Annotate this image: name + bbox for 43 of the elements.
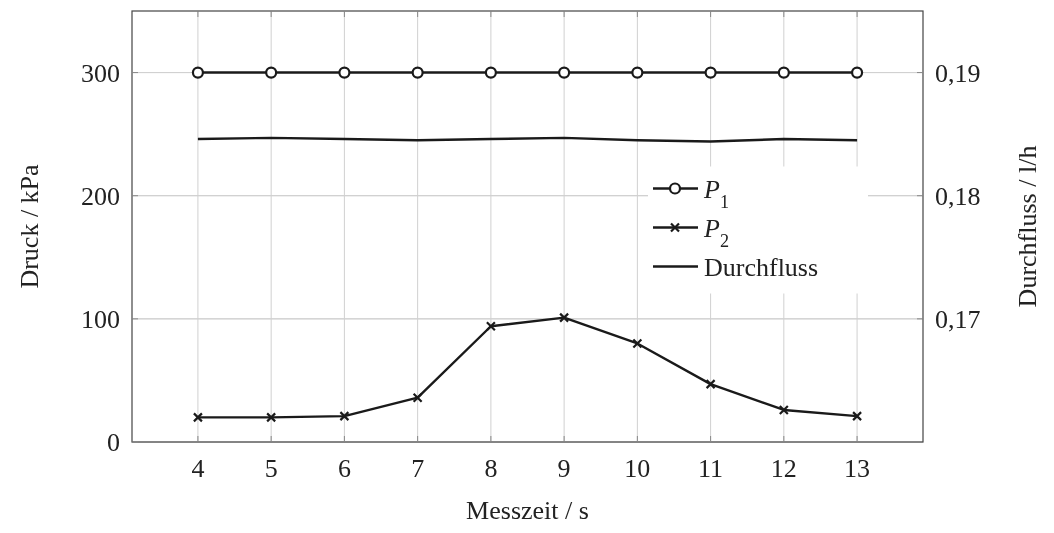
point: [411, 66, 424, 79]
point: [339, 411, 350, 422]
point: [266, 412, 277, 423]
x-tick-label: 8: [484, 454, 498, 483]
point: [191, 66, 205, 79]
y2-axis-title: Durchfluss / l/h: [1013, 145, 1042, 308]
point: [631, 66, 644, 79]
point: [851, 411, 863, 422]
point: [338, 66, 351, 79]
x-tick-label: 13: [844, 454, 871, 483]
point: [559, 312, 570, 323]
point: [777, 66, 790, 79]
point: [484, 66, 497, 79]
point: [778, 404, 789, 416]
y-tick-label: 300: [81, 58, 120, 88]
y-tick-label: 200: [81, 181, 120, 211]
x-tick-label: 11: [698, 454, 724, 483]
y2-tick-label: 0,18: [935, 181, 981, 211]
legend-label: P$_{1}$: [703, 174, 729, 212]
point: [632, 338, 643, 349]
x-tick-label: 5: [264, 454, 278, 483]
y-tick-label: 0: [107, 428, 120, 458]
x-tick-label: 6: [337, 454, 351, 483]
y2-tick-label: 0,17: [935, 304, 981, 334]
x-tick-label: 7: [411, 454, 425, 483]
legend-label: Durchfluss: [704, 252, 819, 282]
point: [485, 321, 496, 332]
point: [412, 392, 423, 403]
y-tick-label: 100: [81, 304, 120, 334]
y2-tick-label: 0,19: [935, 58, 981, 88]
x-tick-label: 9: [557, 454, 571, 483]
x-tick-label: 10: [624, 454, 651, 483]
point: [192, 412, 204, 423]
point: [558, 66, 571, 79]
point: [705, 379, 716, 390]
x-tick-label: 4: [191, 454, 205, 483]
y-axis-title: Druck / kPa: [15, 163, 44, 289]
x-tick-label: 12: [770, 454, 797, 483]
legend-label: P$_{2}$: [703, 213, 729, 251]
point: [265, 66, 278, 79]
point: [704, 66, 717, 79]
x-axis-title: Messzeit / s: [466, 496, 589, 525]
point: [850, 66, 864, 79]
